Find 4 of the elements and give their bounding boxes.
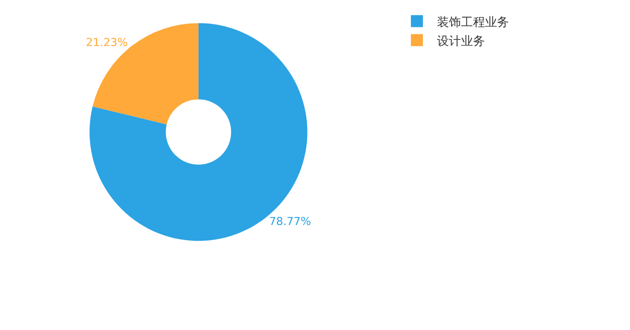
data-label: 21.23% [86, 36, 128, 49]
legend-label: 设计业务 [436, 34, 485, 48]
legend-label: 装饰工程业务 [436, 14, 509, 29]
data-label: 78.77% [269, 215, 312, 228]
